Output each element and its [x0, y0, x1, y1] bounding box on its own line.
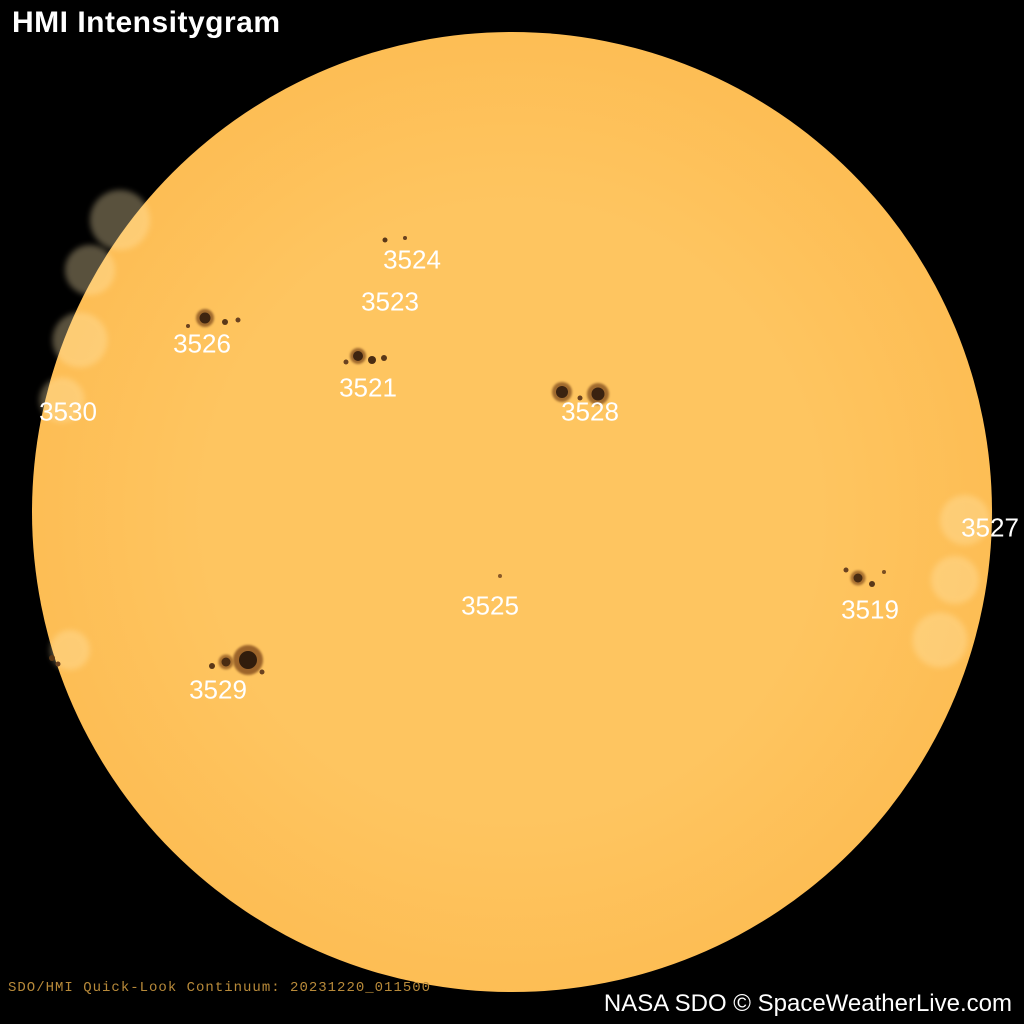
- sunspot-umbra: [209, 663, 215, 669]
- active-region-label-3521: 3521: [339, 373, 397, 404]
- image-title: HMI Intensitygram: [12, 6, 281, 40]
- sunspot-umbra: [49, 655, 55, 661]
- facula: [90, 190, 150, 250]
- active-region-label-3525: 3525: [461, 591, 519, 622]
- active-region-label-3529: 3529: [189, 675, 247, 706]
- sunspot-umbra: [498, 574, 502, 578]
- sunspot-umbra: [200, 313, 211, 324]
- facula: [53, 313, 108, 368]
- sunspot-umbra: [239, 651, 257, 669]
- sunspot-umbra: [844, 568, 849, 573]
- solar-disk: [32, 32, 992, 992]
- facula: [65, 245, 115, 295]
- active-region-label-3524: 3524: [383, 245, 441, 276]
- active-region-label-3523: 3523: [361, 287, 419, 318]
- sunspot-umbra: [222, 658, 231, 667]
- image-credit: NASA SDO © SpaceWeatherLive.com: [604, 990, 1012, 1018]
- sunspot-umbra: [344, 360, 349, 365]
- facula: [931, 556, 979, 604]
- sunspot-umbra: [186, 324, 190, 328]
- sunspot-umbra: [383, 238, 388, 243]
- sunspot-umbra: [368, 356, 376, 364]
- sunspot-umbra: [869, 581, 875, 587]
- active-region-label-3519: 3519: [841, 595, 899, 626]
- sunspot-umbra: [236, 318, 241, 323]
- intensitygram-canvas: 3524 3523 3526 3521 3530 3528 3527 3525 3519 3529…: [0, 0, 1024, 1024]
- active-region-label-3528: 3528: [561, 397, 619, 428]
- active-region-label-3526: 3526: [173, 329, 231, 360]
- facula: [913, 613, 968, 668]
- sunspot-umbra: [854, 574, 863, 583]
- active-region-label-3530: 3530: [39, 397, 97, 428]
- sunspot-umbra: [403, 236, 407, 240]
- sunspot-umbra: [381, 355, 387, 361]
- sunspot-umbra: [260, 670, 265, 675]
- sunspot-umbra: [353, 351, 363, 361]
- sunspot-umbra: [882, 570, 886, 574]
- sunspot-umbra: [56, 662, 61, 667]
- sunspot-umbra: [222, 319, 228, 325]
- source-timestamp-line: SDO/HMI Quick-Look Continuum: 20231220_0…: [8, 980, 431, 996]
- active-region-label-3527: 3527: [961, 513, 1019, 544]
